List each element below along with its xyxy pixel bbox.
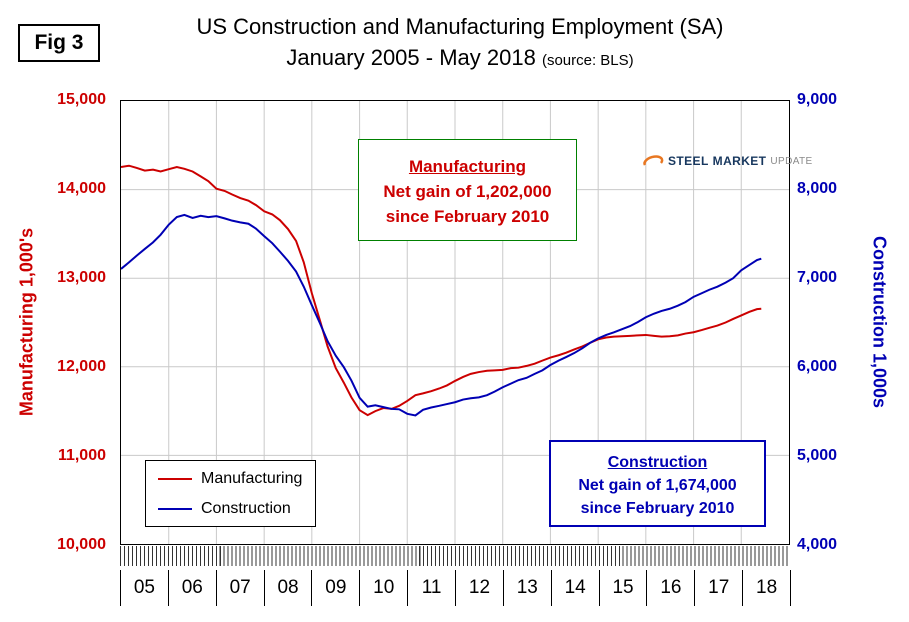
right-axis-tick-label: 4,000 xyxy=(797,536,838,553)
x-axis-year-label: 08 xyxy=(265,570,313,606)
x-axis-year-label: 05 xyxy=(121,570,169,606)
legend: Manufacturing Construction xyxy=(145,460,316,527)
manufacturing-annotation-box: Manufacturing Net gain of 1,202,000 sinc… xyxy=(358,139,577,241)
x-axis-year-label: 13 xyxy=(504,570,552,606)
left-axis-tick-label: 14,000 xyxy=(57,180,106,197)
left-axis-tick-label: 11,000 xyxy=(57,447,106,464)
left-axis-tick-label: 15,000 xyxy=(57,91,106,108)
construction-annotation-title: Construction xyxy=(607,454,708,471)
construction-annotation-box: Construction Net gain of 1,674,000 since… xyxy=(549,440,766,527)
x-axis-minor-ticks xyxy=(120,546,790,566)
left-axis-tick-label: 10,000 xyxy=(57,536,106,553)
smu-logo-market-text: MARKET xyxy=(712,154,767,168)
x-axis-year-label: 18 xyxy=(743,570,792,606)
manufacturing-legend-line-sample xyxy=(158,477,192,480)
legend-item: Construction xyxy=(158,500,315,518)
chart-subtitle-range: January 2005 - May 2018 xyxy=(286,45,536,70)
smu-logo-update-text: UPDATE xyxy=(770,155,813,167)
legend-item-label: Construction xyxy=(201,499,291,517)
x-axis-year-label: 07 xyxy=(217,570,265,606)
x-axis-year-label: 11 xyxy=(408,570,457,606)
smu-logo: STEEL MARKET UPDATE xyxy=(642,153,813,169)
x-axis-year-labels: 05 06 07 08 09 10 11 12 13 14 15 16 17 18 xyxy=(120,570,792,606)
x-axis-year-label: 06 xyxy=(169,570,217,606)
figure-number-label: Fig 3 xyxy=(18,24,100,62)
manufacturing-series-line xyxy=(121,164,762,417)
construction-annotation-line2: since February 2010 xyxy=(580,500,735,517)
right-axis-tick-label: 5,000 xyxy=(797,447,838,464)
right-axis-tick-label: 7,000 xyxy=(797,269,838,286)
left-axis-tick-label: 13,000 xyxy=(57,269,106,286)
x-axis-year-label: 14 xyxy=(552,570,600,606)
x-axis-year-label: 17 xyxy=(695,570,744,606)
manufacturing-annotation-title: Manufacturing xyxy=(408,157,527,176)
construction-annotation-line1: Net gain of 1,674,000 xyxy=(578,477,737,494)
x-axis-year-label: 12 xyxy=(456,570,504,606)
chart-subtitle: January 2005 - May 2018 (source: BLS) xyxy=(60,45,860,71)
left-axis-tick-labels: 15,000 14,000 13,000 12,000 11,000 10,000 xyxy=(0,91,112,553)
manufacturing-annotation-line1: Net gain of 1,202,000 xyxy=(383,182,552,201)
left-axis-tick-label: 12,000 xyxy=(57,358,106,375)
construction-legend-line-sample xyxy=(158,507,192,510)
smu-swoosh-icon xyxy=(643,155,664,166)
smu-logo-steel-text: STEEL xyxy=(668,154,709,168)
construction-series-line xyxy=(121,213,762,417)
x-axis-year-label: 16 xyxy=(647,570,696,606)
legend-item: Manufacturing xyxy=(158,470,315,488)
right-axis-tick-labels: 9,000 8,000 7,000 6,000 5,000 4,000 xyxy=(797,91,887,553)
right-axis-tick-label: 6,000 xyxy=(797,358,838,375)
right-axis-tick-label: 9,000 xyxy=(797,91,838,108)
x-axis-year-label: 09 xyxy=(312,570,361,606)
chart-title: US Construction and Manufacturing Employ… xyxy=(196,14,724,39)
right-axis-tick-label: 8,000 xyxy=(797,180,838,197)
chart-source-note: (source: BLS) xyxy=(541,52,634,69)
legend-item-label: Manufacturing xyxy=(201,469,303,487)
title-block: US Construction and Manufacturing Employ… xyxy=(60,14,860,71)
x-axis-year-label: 10 xyxy=(360,570,409,606)
x-axis-year-label: 15 xyxy=(600,570,648,606)
manufacturing-annotation-line2: since February 2010 xyxy=(385,207,550,226)
